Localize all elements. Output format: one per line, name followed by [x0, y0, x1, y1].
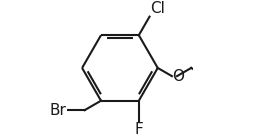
Text: Br: Br: [49, 103, 66, 118]
Text: O: O: [173, 69, 185, 84]
Text: Cl: Cl: [150, 1, 165, 16]
Text: F: F: [134, 122, 143, 137]
